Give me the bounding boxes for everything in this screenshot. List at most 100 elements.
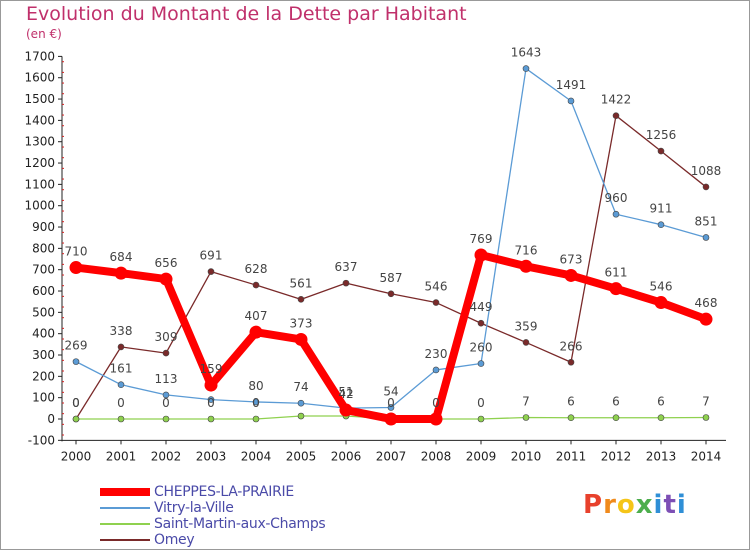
data-point-3 <box>702 183 710 191</box>
data-point-0 <box>654 296 668 310</box>
data-label: 0 <box>72 396 80 410</box>
chart-title: Evolution du Montant de la Dette par Hab… <box>26 3 467 25</box>
data-point-0 <box>339 403 353 417</box>
data-label: 359 <box>515 319 538 333</box>
data-point-3 <box>477 319 485 327</box>
data-label: 0 <box>477 396 485 410</box>
data-label: 769 <box>470 232 493 246</box>
data-label: 0 <box>72 396 80 410</box>
data-label: 230 <box>425 347 448 361</box>
data-label: 1491 <box>556 78 587 92</box>
x-tick-label: 2011 <box>556 449 587 463</box>
y-tick-label: 100 <box>32 391 55 405</box>
data-label: 113 <box>155 372 178 386</box>
data-point-1 <box>207 396 215 403</box>
data-point-2 <box>477 415 485 423</box>
x-tick-label: 2003 <box>196 449 227 463</box>
data-point-1 <box>162 391 170 399</box>
data-point-0 <box>294 332 308 346</box>
data-point-0 <box>474 248 488 262</box>
data-label: 628 <box>245 262 268 276</box>
series-line-1 <box>75 67 707 409</box>
data-label: 0 <box>387 396 395 410</box>
data-point-0 <box>69 261 83 275</box>
legend-label: Saint-Martin-aux-Champs <box>154 516 326 532</box>
data-point-2 <box>702 414 710 421</box>
legend-label: Omey <box>154 532 195 548</box>
data-label: 1256 <box>646 128 677 142</box>
x-tick-label: 2004 <box>241 449 272 463</box>
data-label: 691 <box>200 249 223 263</box>
x-tick-label: 2010 <box>511 449 542 463</box>
proxiti-logo: Proxiti <box>583 490 687 520</box>
data-label: 710 <box>65 245 88 259</box>
data-label: 0 <box>162 396 170 410</box>
legend-item: Vitry-la-Ville <box>100 500 400 516</box>
x-tick-label: 2006 <box>331 449 362 463</box>
data-label: 74 <box>293 380 308 394</box>
data-point-0 <box>159 272 173 286</box>
data-point-2 <box>657 414 665 422</box>
data-label: 0 <box>432 396 440 410</box>
data-point-1 <box>387 404 395 411</box>
x-tick-label: 2007 <box>376 449 407 463</box>
data-point-0 <box>699 312 713 326</box>
data-point-2 <box>117 415 125 423</box>
data-point-2 <box>297 412 305 420</box>
y-tick-label: 900 <box>32 220 55 234</box>
y-tick-label: 300 <box>32 348 55 362</box>
data-label: 7 <box>522 395 530 409</box>
data-point-1 <box>612 210 620 218</box>
data-label: 851 <box>695 214 718 228</box>
y-tick-label: 200 <box>32 369 55 383</box>
data-label: 260 <box>470 341 493 355</box>
data-label: 1422 <box>601 93 632 107</box>
data-point-0 <box>609 282 623 296</box>
data-point-3 <box>252 281 260 289</box>
data-label: 0 <box>252 396 260 410</box>
y-tick-label: 600 <box>32 284 55 298</box>
data-label: 716 <box>515 243 538 257</box>
legend-swatch <box>100 507 150 509</box>
data-point-1 <box>657 221 665 228</box>
data-label: 338 <box>110 324 133 338</box>
data-label: 51 <box>338 385 353 399</box>
y-tick-label: 500 <box>32 305 55 319</box>
data-label: 0 <box>207 396 215 410</box>
data-label: 373 <box>290 316 313 330</box>
data-point-2 <box>207 415 215 423</box>
legend-swatch <box>100 488 150 496</box>
data-point-3 <box>342 279 350 287</box>
y-tick-label: -100 <box>28 433 55 447</box>
data-label: 546 <box>425 280 448 294</box>
data-point-3 <box>432 299 440 306</box>
data-point-1 <box>567 97 575 105</box>
data-label: 960 <box>605 191 628 205</box>
x-tick-label: 2002 <box>151 449 182 463</box>
data-point-3 <box>612 112 620 119</box>
y-tick-label: 1600 <box>24 71 55 85</box>
data-label: 159 <box>200 362 223 376</box>
x-tick-label: 2001 <box>106 449 137 463</box>
data-point-3 <box>387 290 395 298</box>
y-tick-label: 1000 <box>24 199 55 213</box>
data-point-1 <box>702 234 710 241</box>
data-label: 546 <box>650 280 673 294</box>
y-tick-label: 1700 <box>24 49 55 63</box>
data-label: 673 <box>560 252 583 266</box>
data-point-0 <box>519 259 533 273</box>
data-point-0 <box>249 325 263 339</box>
data-point-1 <box>297 399 305 407</box>
data-point-2 <box>522 414 530 421</box>
y-tick-label: 1300 <box>24 135 55 149</box>
data-label: 266 <box>560 339 583 353</box>
y-tick-label: 1100 <box>24 177 55 191</box>
data-label: 1088 <box>691 164 722 178</box>
data-point-0 <box>429 412 443 426</box>
y-tick-label: 1200 <box>24 156 55 170</box>
legend-item: Saint-Martin-aux-Champs <box>100 516 400 532</box>
x-tick-label: 2009 <box>466 449 497 463</box>
data-label: 1643 <box>511 46 542 60</box>
y-tick-label: 0 <box>47 412 55 426</box>
